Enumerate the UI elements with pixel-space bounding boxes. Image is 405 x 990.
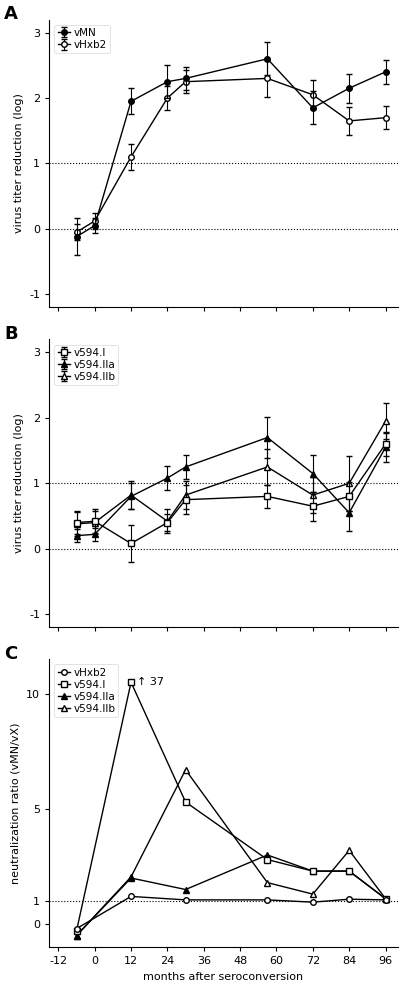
Line: v594.IIb: v594.IIb <box>74 767 387 939</box>
Text: A: A <box>4 5 18 23</box>
Text: B: B <box>4 325 17 343</box>
v594.IIa <box>310 865 315 877</box>
v594.IIa <box>346 865 351 877</box>
Line: v594.I: v594.I <box>74 679 387 934</box>
vHxb2 <box>382 894 387 906</box>
v594.IIb <box>346 844 351 856</box>
v594.IIa <box>128 872 133 884</box>
Legend: v594.I, v594.IIa, v594.IIb: v594.I, v594.IIa, v594.IIb <box>54 345 118 385</box>
v594.IIa <box>74 930 79 941</box>
Y-axis label: virus titer reduction (log): virus titer reduction (log) <box>14 93 23 234</box>
Line: vHxb2: vHxb2 <box>74 894 387 932</box>
Legend: vMN, vHxb2: vMN, vHxb2 <box>54 25 109 53</box>
vHxb2 <box>310 896 315 908</box>
v594.IIa <box>382 893 387 905</box>
Y-axis label: virus titer reduction (log): virus titer reduction (log) <box>14 414 23 553</box>
v594.IIb <box>382 893 387 905</box>
v594.I <box>264 853 269 865</box>
v594.IIa <box>264 849 269 861</box>
vHxb2 <box>183 894 188 906</box>
v594.IIb <box>310 888 315 900</box>
v594.IIb <box>128 871 133 883</box>
v594.IIb <box>264 877 269 889</box>
v594.IIa <box>183 884 188 896</box>
Line: v594.IIa: v594.IIa <box>74 852 387 939</box>
v594.I <box>128 676 133 688</box>
Legend: vHxb2, v594.I, v594.IIa, v594.IIb: vHxb2, v594.I, v594.IIa, v594.IIb <box>54 664 118 717</box>
vHxb2 <box>74 923 79 935</box>
X-axis label: months after seroconversion: months after seroconversion <box>143 971 303 982</box>
v594.I <box>382 893 387 905</box>
v594.I <box>74 925 79 937</box>
Text: ↑ 37: ↑ 37 <box>137 677 164 687</box>
v594.IIb <box>183 764 188 776</box>
v594.I <box>310 865 315 877</box>
v594.IIb <box>74 930 79 941</box>
v594.I <box>183 796 188 808</box>
v594.I <box>346 865 351 877</box>
vHxb2 <box>346 893 351 905</box>
vHxb2 <box>128 890 133 902</box>
vHxb2 <box>264 894 269 906</box>
Text: C: C <box>4 644 17 663</box>
Y-axis label: neutralization ratio (vMN/vX): neutralization ratio (vMN/vX) <box>11 723 21 884</box>
